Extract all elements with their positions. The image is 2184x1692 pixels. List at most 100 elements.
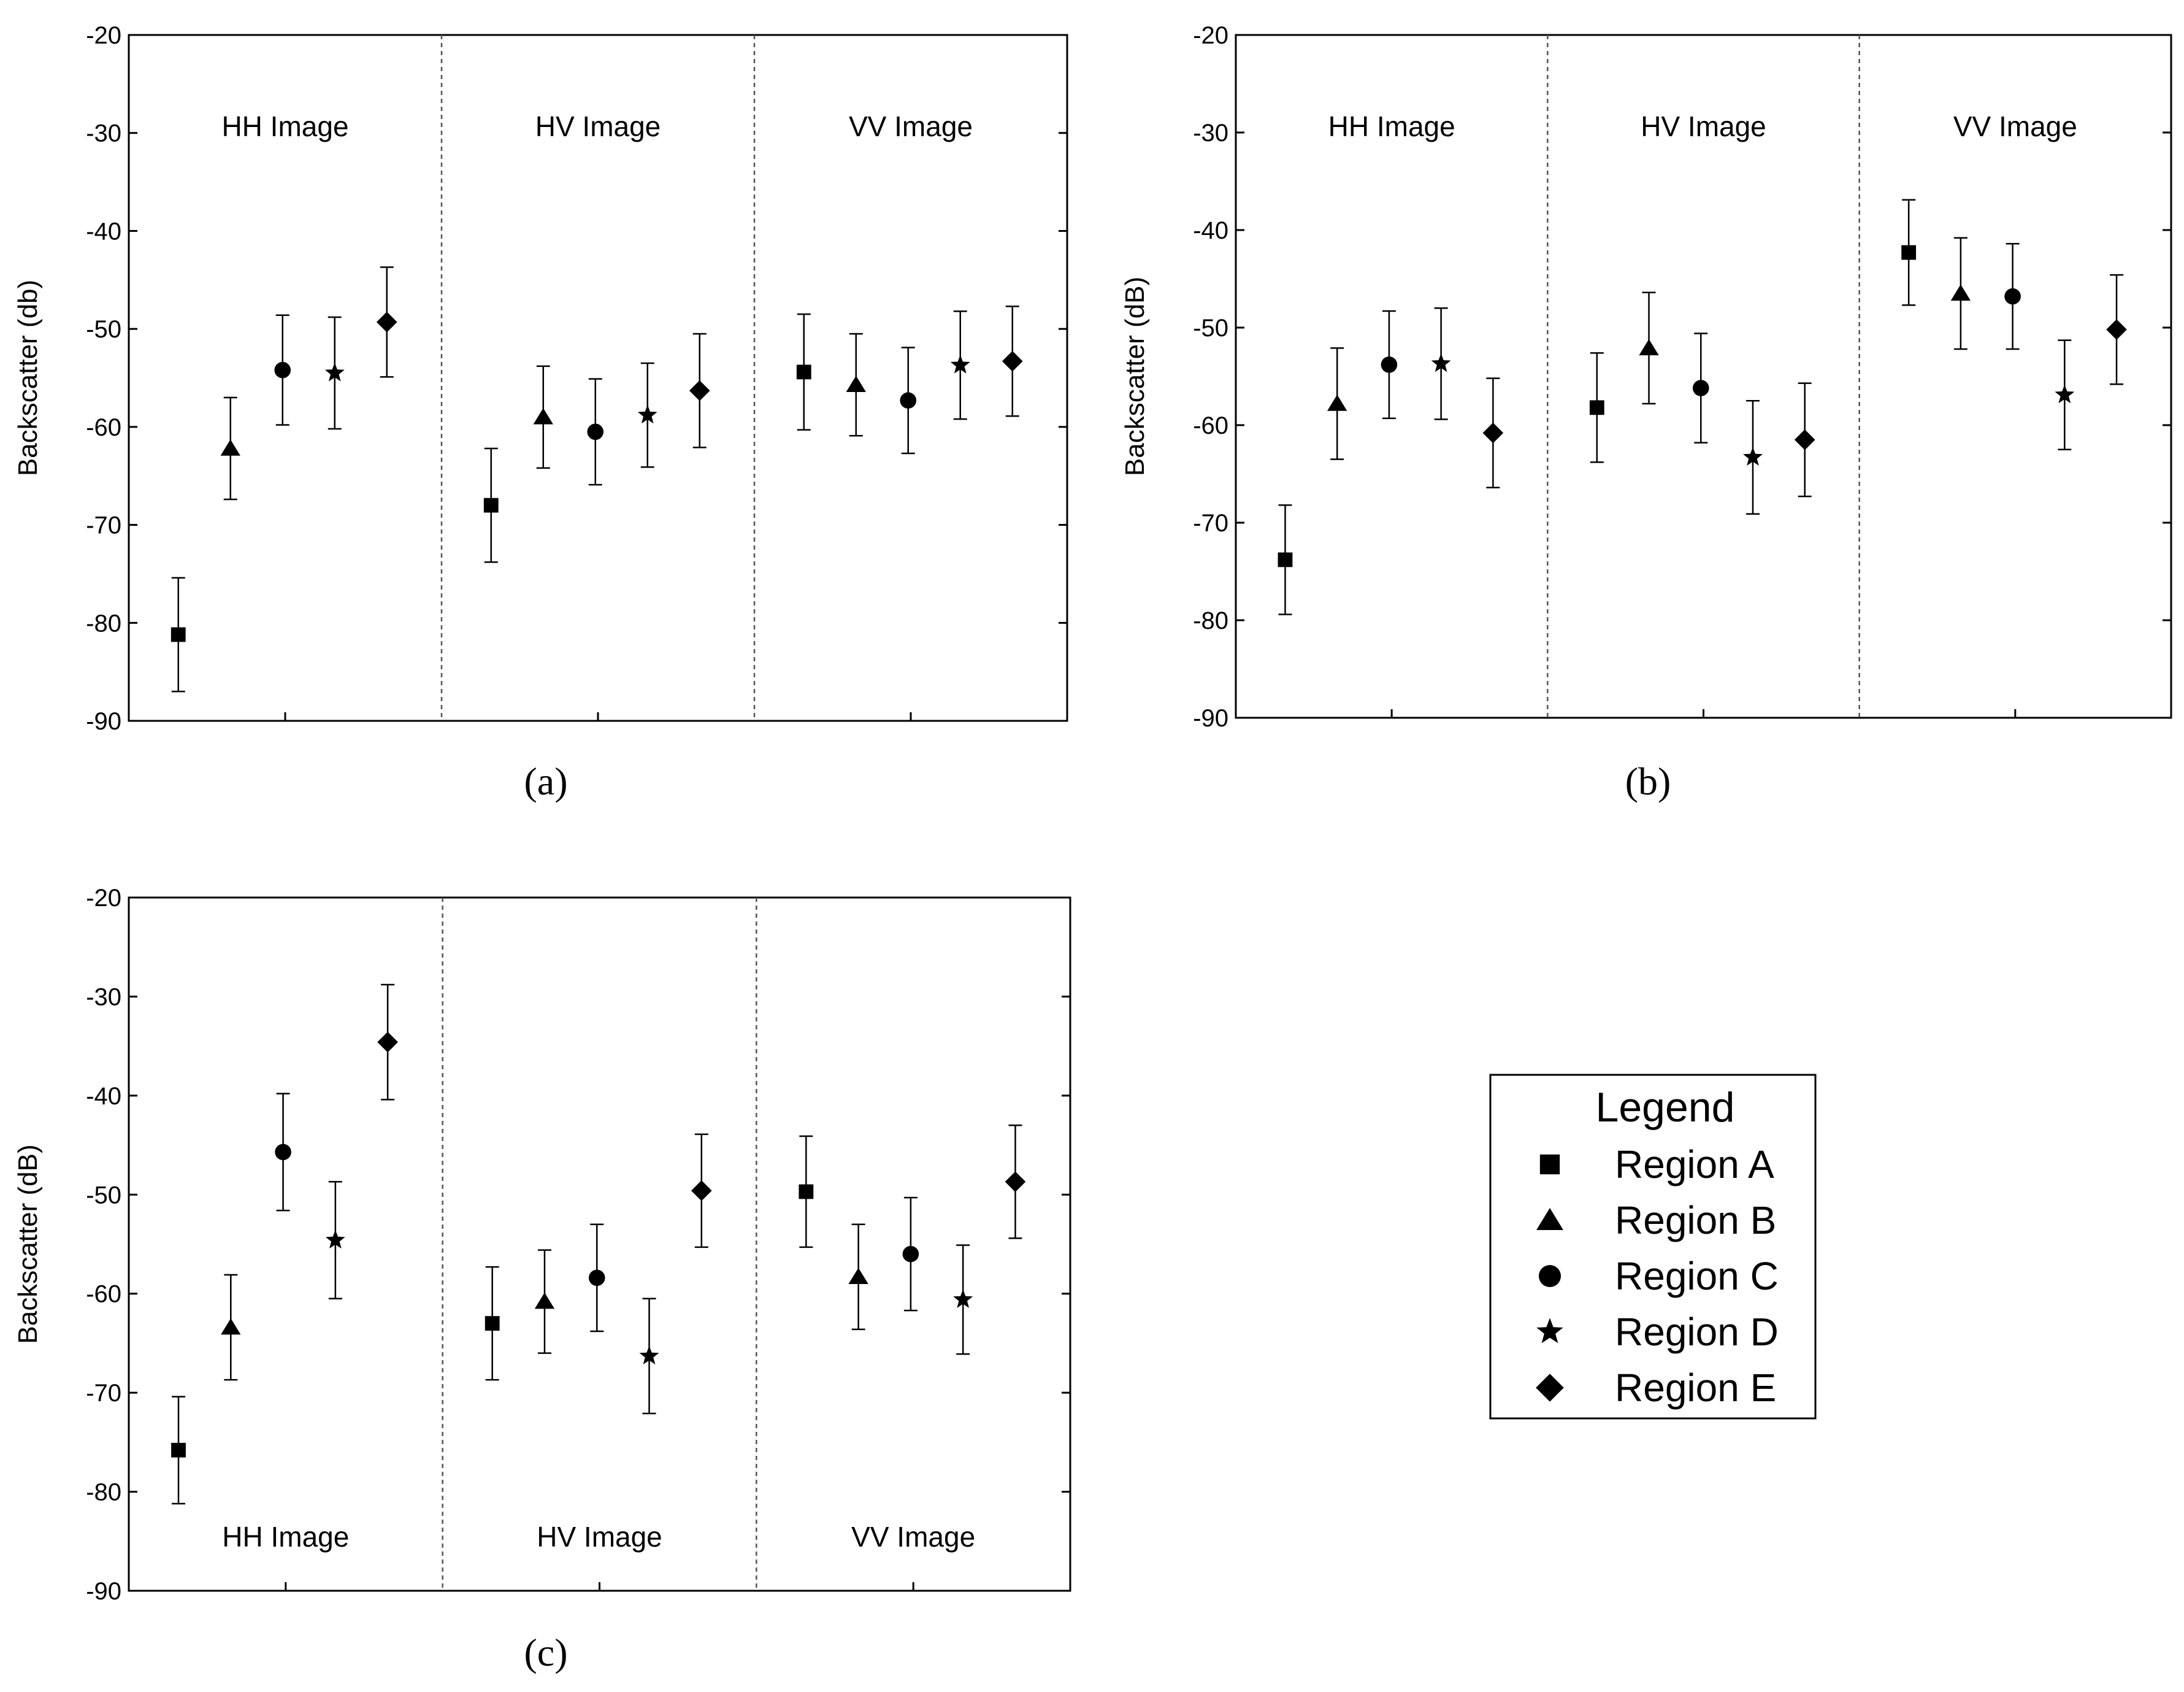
y-tick-label: -60 [1193, 412, 1228, 439]
data-point-region-d [637, 404, 657, 424]
legend-marker-region-e [1536, 1374, 1564, 1402]
data-point-region-d [325, 1229, 345, 1249]
panel-b: -20 -30 -40 -50 -60 -70 -80 -90 Backscatter (dB)… [1120, 22, 2172, 803]
legend-item-label: Region D [1615, 1310, 1779, 1354]
data-point-region-a [171, 627, 186, 642]
data-point-region-a [485, 1316, 500, 1331]
legend-item-label: Region A [1615, 1142, 1774, 1186]
data-point-region-e [1794, 429, 1815, 450]
data-point-region-e [1482, 422, 1504, 444]
y-tick-label: -50 [86, 316, 121, 343]
group-label: VV Image [851, 1521, 975, 1553]
y-tick-label: -20 [86, 22, 121, 49]
panel-c: -20 -30 -40 -50 -60 -70 -80 -90 Backscatter (dB)… [13, 885, 1071, 1674]
data-point-region-e [1005, 1171, 1026, 1193]
data-point-region-e [377, 1031, 398, 1053]
y-tick-label: -30 [86, 983, 121, 1010]
y-tick-label: -50 [86, 1182, 121, 1209]
data-point-region-d [324, 363, 345, 382]
data-point-region-e [2106, 319, 2127, 340]
data-point-region-a [799, 1184, 814, 1199]
data-point-region-c [902, 1245, 919, 1263]
data-point-region-c [274, 361, 291, 379]
data-point-region-d [953, 1289, 973, 1308]
data-point-region-d [639, 1345, 659, 1364]
data-point-region-a [1901, 245, 1917, 260]
legend-item-label: Region C [1615, 1254, 1779, 1298]
data-point-region-b [848, 1267, 868, 1285]
y-axis-label: Backscatter (dB) [13, 1144, 43, 1344]
y-tick-label: -80 [86, 1479, 121, 1506]
panel-a: -20 -30 -40 -50 -60 -70 -80 -90 Backscatter (db)… [13, 22, 1068, 803]
legend-items: Region A Region B Region C Region D Region E [1536, 1142, 1779, 1410]
data-point-region-a [796, 364, 811, 380]
data-point-region-b [1327, 394, 1347, 411]
y-axis-label: Backscatter (db) [13, 280, 43, 476]
legend-item-label: Region E [1615, 1366, 1776, 1410]
data-point-region-a [1278, 552, 1293, 567]
group-label: HH Image [222, 1521, 349, 1553]
y-tick-label: -80 [86, 610, 121, 637]
y-tick-label: -60 [86, 414, 121, 441]
legend-title: Legend [1596, 1084, 1735, 1131]
data-point-region-b [533, 408, 553, 425]
data-point-region-b [220, 439, 240, 456]
y-tick-label: -70 [86, 1380, 121, 1407]
data-point-region-b [846, 375, 866, 392]
data-point-region-d [1431, 353, 1451, 372]
data-point-region-c [1381, 356, 1398, 373]
y-tick-label: -40 [86, 218, 121, 245]
y-tick-label: -50 [1193, 315, 1228, 342]
data-point-region-d [2055, 384, 2075, 404]
y-tick-label: -40 [86, 1083, 121, 1110]
y-tick-label: -20 [1193, 22, 1228, 49]
group-label: HH Image [1328, 110, 1455, 142]
data-point-region-d [950, 355, 970, 374]
y-tick-label: -90 [1193, 705, 1228, 732]
group-label: HV Image [537, 1521, 662, 1553]
y-axis-label: Backscatter (dB) [1120, 277, 1150, 476]
data-point-region-e [689, 380, 710, 401]
y-tick-label: -60 [86, 1281, 121, 1308]
legend-marker-region-a [1539, 1154, 1560, 1175]
y-tick-label: -30 [1193, 120, 1228, 147]
data-point-region-d [1743, 447, 1763, 466]
data-point-region-c [588, 1269, 605, 1286]
data-point-region-e [376, 312, 397, 333]
data-point-region-a [483, 498, 499, 513]
data-point-region-c [1692, 380, 1709, 396]
data-point-region-b [534, 1292, 555, 1309]
y-tick-label: -90 [86, 1578, 121, 1605]
legend-marker-region-b [1536, 1208, 1563, 1230]
y-tick-label: -70 [1193, 510, 1228, 537]
legend-marker-region-d [1536, 1318, 1563, 1344]
data-point-region-e [691, 1180, 712, 1201]
data-point-region-b [1639, 339, 1659, 356]
group-label: VV Image [849, 110, 973, 142]
data-point-region-e [1002, 351, 1023, 372]
group-label: HV Image [535, 110, 661, 142]
y-tick-label: -70 [86, 512, 121, 539]
data-point-region-c [275, 1144, 291, 1161]
legend-frame [1489, 1074, 1817, 1420]
y-tick-label: -30 [86, 120, 121, 147]
data-point-region-a [171, 1442, 186, 1458]
panel-caption: (c) [524, 1631, 567, 1674]
y-tick-label: -80 [1193, 607, 1228, 634]
group-label: VV Image [1953, 110, 2077, 142]
y-tick-label: -40 [1193, 217, 1228, 244]
data-point-region-b [1950, 284, 1971, 301]
y-tick-label: -20 [86, 885, 121, 912]
y-tick-label: -90 [86, 708, 121, 735]
panel-caption: (b) [1625, 759, 1671, 803]
panel-caption: (a) [524, 759, 567, 803]
group-label: HV Image [1641, 110, 1766, 142]
data-point-region-c [587, 423, 604, 440]
group-label: HH Image [221, 110, 348, 142]
data-point-region-c [2004, 288, 2021, 305]
data-point-region-b [221, 1318, 241, 1335]
legend-item-label: Region B [1615, 1198, 1776, 1242]
